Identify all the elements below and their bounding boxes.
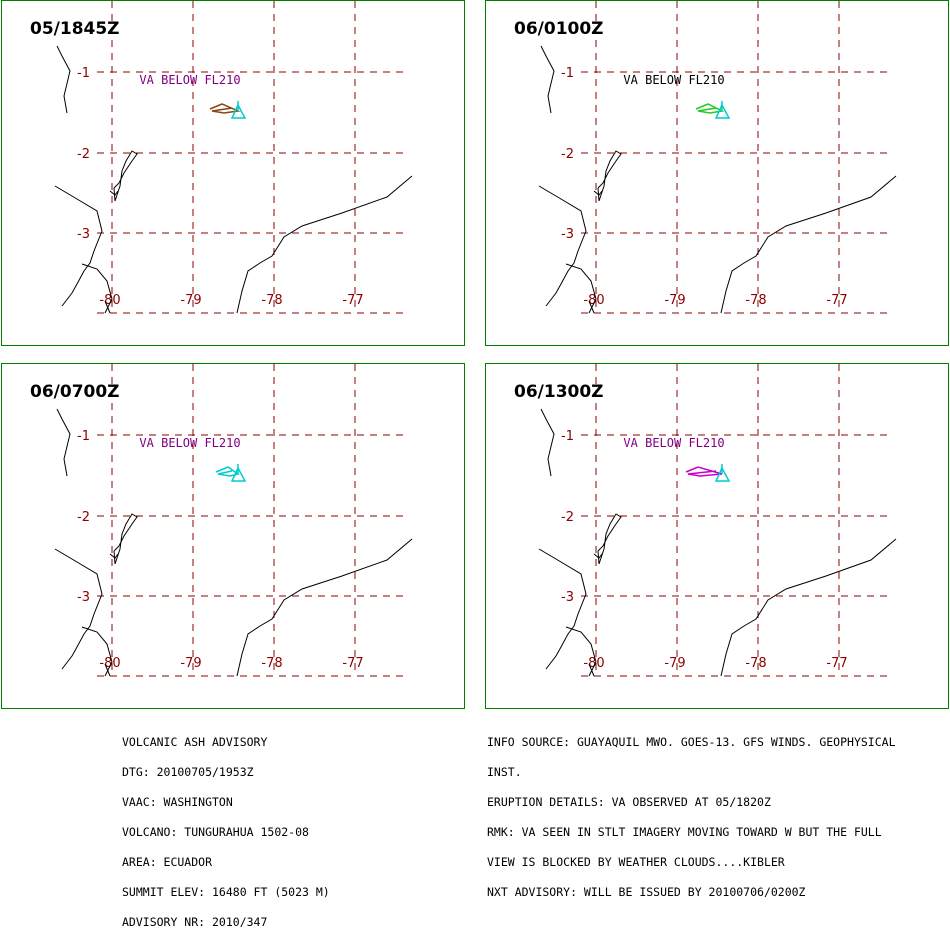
coastline — [597, 513, 622, 565]
ash-cloud-polygon-icon — [695, 103, 725, 114]
coastline — [597, 150, 622, 202]
advisory-info-right: INFO SOURCE: GUAYAQUIL MWO. GOES-13. GFS… — [487, 717, 896, 907]
latitude-label: -3 — [77, 590, 90, 605]
advisory-line: SUMMIT ELEV: 16480 FT (5023 M) — [122, 885, 330, 899]
latitude-label: -2 — [561, 147, 574, 162]
ash-cloud-polygon-icon — [209, 103, 241, 114]
longitude-label: -77 — [826, 293, 847, 308]
coastline — [104, 300, 111, 314]
coastline — [720, 538, 897, 677]
panel-time: 06/1300Z — [514, 382, 604, 402]
longitude-label: -77 — [826, 656, 847, 671]
longitude-label: -80 — [583, 293, 604, 308]
coastline — [588, 300, 595, 314]
latitude-label: -3 — [561, 590, 574, 605]
coastline — [588, 663, 595, 677]
coastline — [54, 185, 103, 307]
panel-time: 05/1845Z — [30, 19, 120, 39]
coastline — [236, 175, 413, 314]
forecast-panel-4: -1 -2 -3 -80 -79 -78 -77 VA BELOW FL210 06/1300… — [485, 363, 949, 709]
ash-level-label: VA BELOW FL210 — [139, 436, 240, 450]
latitude-label: -2 — [561, 510, 574, 525]
latitude-label: -3 — [561, 227, 574, 242]
panel-time: 06/0700Z — [30, 382, 120, 402]
ash-level-label: VA BELOW FL210 — [139, 73, 240, 87]
longitude-label: -78 — [261, 293, 282, 308]
coastline — [56, 45, 71, 114]
longitude-label: -78 — [745, 293, 766, 308]
longitude-label: -79 — [180, 293, 201, 308]
advisory-line: INST. — [487, 765, 522, 779]
advisory-line: VIEW IS BLOCKED BY WEATHER CLOUDS....KIB… — [487, 855, 785, 869]
coastline — [104, 663, 111, 677]
advisory-line: INFO SOURCE: GUAYAQUIL MWO. GOES-13. GFS… — [487, 735, 896, 749]
latitude-label: -1 — [561, 429, 574, 444]
advisory-line: ERUPTION DETAILS: VA OBSERVED AT 05/1820… — [487, 795, 771, 809]
map-panel-1: -1 -2 -3 -80 -79 -78 -77 VA BELOW FL210 — [54, 1, 413, 314]
latitude-label: -2 — [77, 147, 90, 162]
longitude-label: -79 — [664, 293, 685, 308]
coastline — [81, 263, 113, 314]
volcano-triangle-icon — [714, 466, 731, 482]
coastline — [593, 190, 603, 196]
coastline — [81, 626, 113, 677]
advisory-line: VOLCANO: TUNGURAHUA 1502-08 — [122, 825, 309, 839]
forecast-panel-2: -1 -2 -3 -80 -79 -78 -77 VA BELOW FL210 06/0100… — [485, 0, 949, 346]
coastline — [236, 538, 413, 677]
coastline — [538, 548, 587, 670]
longitude-label: -80 — [99, 656, 120, 671]
coastline — [113, 513, 138, 565]
advisory-line: VAAC: WASHINGTON — [122, 795, 233, 809]
coastline — [54, 548, 103, 670]
coastline — [113, 150, 138, 202]
advisory-line: ADVISORY NR: 2010/347 — [122, 915, 268, 929]
coastline — [720, 175, 897, 314]
forecast-panel-3: -1 -2 -3 -80 -79 -78 -77 VA BELOW FL210 06/0700… — [1, 363, 465, 709]
map-panel-4: -1 -2 -3 -80 -79 -78 -77 VA BELOW FL210 — [538, 364, 897, 677]
volcano-triangle-icon — [230, 103, 247, 119]
volcano-triangle-icon — [714, 103, 731, 119]
latitude-label: -1 — [561, 66, 574, 81]
longitude-label: -77 — [342, 293, 363, 308]
latitude-label: -1 — [77, 66, 90, 81]
coastline — [540, 45, 555, 114]
longitude-label: -80 — [583, 656, 604, 671]
longitude-label: -79 — [664, 656, 685, 671]
longitude-label: -80 — [99, 293, 120, 308]
ash-level-label: VA BELOW FL210 — [623, 436, 724, 450]
map-panel-2: -1 -2 -3 -80 -79 -78 -77 VA BELOW FL210 — [538, 1, 897, 314]
coastline — [109, 190, 119, 196]
ash-cloud-polygon-icon — [685, 466, 723, 477]
coastline — [565, 263, 597, 314]
advisory-line: AREA: ECUADOR — [122, 855, 213, 869]
coastline — [56, 408, 71, 477]
advisory-info-left: VOLCANIC ASH ADVISORY DTG: 20100705/1953… — [122, 717, 330, 937]
panel-time: 06/0100Z — [514, 19, 604, 39]
map-panel-3: -1 -2 -3 -80 -79 -78 -77 VA BELOW FL210 — [54, 364, 413, 677]
longitude-label: -77 — [342, 656, 363, 671]
advisory-line: VOLCANIC ASH ADVISORY — [122, 735, 268, 749]
longitude-label: -78 — [261, 656, 282, 671]
forecast-panel-1: -1 -2 -3 -80 -79 -78 -77 VA BELOW FL210 05/1845… — [1, 0, 465, 346]
longitude-label: -78 — [745, 656, 766, 671]
latitude-label: -3 — [77, 227, 90, 242]
coastline — [565, 626, 597, 677]
volcano-triangle-icon — [230, 466, 247, 482]
coastline — [593, 553, 603, 559]
latitude-label: -1 — [77, 429, 90, 444]
coastline — [109, 553, 119, 559]
advisory-line: NXT ADVISORY: WILL BE ISSUED BY 20100706… — [487, 885, 806, 899]
advisory-line: DTG: 20100705/1953Z — [122, 765, 254, 779]
latitude-label: -2 — [77, 510, 90, 525]
longitude-label: -79 — [180, 656, 201, 671]
coastline — [540, 408, 555, 477]
advisory-line: RMK: VA SEEN IN STLT IMAGERY MOVING TOWA… — [487, 825, 882, 839]
ash-level-label: VA BELOW FL210 — [623, 73, 724, 87]
coastline — [538, 185, 587, 307]
